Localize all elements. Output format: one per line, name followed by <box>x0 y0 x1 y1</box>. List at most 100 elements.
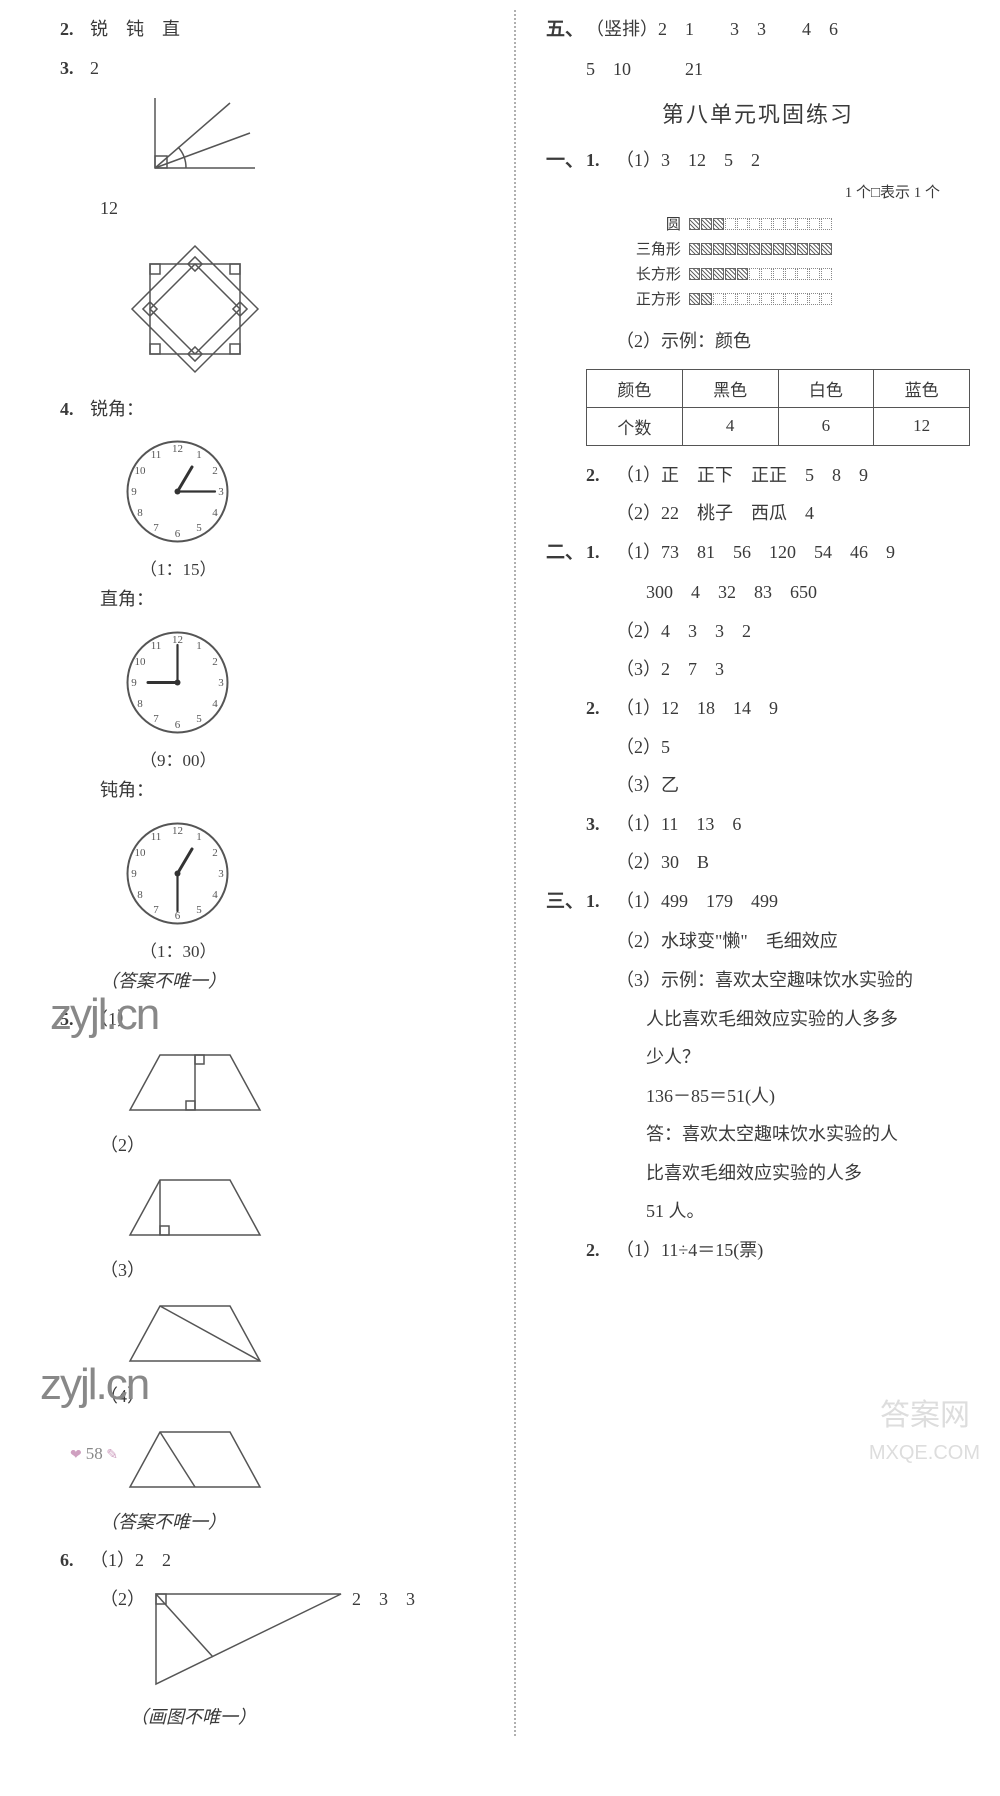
sub-label: （2） <box>100 1584 146 1615</box>
svg-text:7: 7 <box>153 522 159 534</box>
label: （竖排） <box>586 14 658 45</box>
svg-text:2: 2 <box>212 656 218 668</box>
svg-text:1: 1 <box>196 449 202 461</box>
answer-text: 2 3 3 <box>352 1584 415 1615</box>
answer-text: 少人？ <box>646 1042 700 1073</box>
label: 锐角： <box>90 394 484 425</box>
answer-text: （1）73 81 56 120 54 46 9 <box>616 537 970 568</box>
svg-text:10: 10 <box>135 465 147 477</box>
answer-text: （1）正 正下 正正 5 8 9 <box>616 460 970 491</box>
column-divider <box>514 10 516 1736</box>
trapezoid-1 <box>120 1045 484 1120</box>
note: （画图不唯一） <box>130 1702 256 1733</box>
svg-text:5: 5 <box>196 713 202 725</box>
svg-text:4: 4 <box>212 698 218 710</box>
table-cell: 4 <box>682 407 778 445</box>
item-number: 6. <box>60 1545 90 1576</box>
clock-obtuse: 1212 345 678 91011 <box>120 816 484 931</box>
answer-text: （3）2 7 3 <box>616 654 724 685</box>
figure-rays <box>120 93 484 183</box>
table-header: 颜色 <box>587 369 683 407</box>
item-number: 3. <box>586 809 616 840</box>
row-label: 圆 <box>588 212 684 235</box>
svg-text:11: 11 <box>151 640 162 652</box>
trapezoid-2 <box>120 1170 484 1245</box>
caption: （1：15） <box>140 555 484 580</box>
label: 钝角： <box>100 775 154 806</box>
item-number: 5. <box>60 1004 90 1035</box>
row-label: 三角形 <box>588 237 684 260</box>
table-cell: 12 <box>874 407 970 445</box>
right-column: 五、 （竖排） 2 1 3 3 4 6 5 10 21 第八单元巩固练习 一、 … <box>546 10 970 1736</box>
tally-row <box>686 287 968 310</box>
section-number: 五、 <box>546 14 586 46</box>
answer-text: 2 1 3 3 4 6 <box>658 14 838 45</box>
clock-right: 1212 345 678 91011 <box>120 625 484 740</box>
answer-text: 12 <box>100 193 118 224</box>
svg-text:7: 7 <box>153 904 159 916</box>
answer-text: 51 人。 <box>646 1196 705 1227</box>
svg-text:3: 3 <box>218 868 224 880</box>
svg-text:3: 3 <box>218 677 224 689</box>
table-cell: 6 <box>778 407 874 445</box>
svg-text:12: 12 <box>172 825 183 837</box>
table-header: 黑色 <box>682 369 778 407</box>
answer-text: （1）499 179 499 <box>616 886 970 917</box>
sub-label: （2） <box>100 1130 145 1161</box>
svg-text:1: 1 <box>196 831 202 843</box>
svg-text:5: 5 <box>196 522 202 534</box>
caption: （9：00） <box>140 746 484 771</box>
table-cell: 个数 <box>587 407 683 445</box>
page-number: 58 <box>70 1444 118 1464</box>
svg-text:8: 8 <box>137 889 143 901</box>
tally-row <box>686 237 968 260</box>
figure-square-pattern <box>120 234 484 384</box>
svg-text:6: 6 <box>175 719 181 731</box>
svg-text:2: 2 <box>212 847 218 859</box>
table-header: 白色 <box>778 369 874 407</box>
svg-text:2: 2 <box>212 465 218 477</box>
answer-text: （1）12 18 14 9 <box>616 693 970 724</box>
svg-text:4: 4 <box>212 889 218 901</box>
answer-text: （1）11 13 6 <box>616 809 970 840</box>
item-number: 2. <box>60 14 90 45</box>
answer-text: （2）30 B <box>616 847 709 878</box>
svg-text:9: 9 <box>131 486 137 498</box>
clock-acute: 1212 345 678 91011 <box>120 434 484 549</box>
answer-text: 人比喜欢毛细效应实验的人多多 <box>646 1004 898 1035</box>
answer-text: （2）4 3 3 2 <box>616 616 751 647</box>
sub-label: （4） <box>100 1381 145 1412</box>
item-number: 1. <box>586 537 616 568</box>
section-number: 二、 <box>546 537 586 569</box>
sub-label: （1） <box>90 1004 135 1035</box>
trapezoid-3 <box>120 1296 484 1371</box>
item-number: 4. <box>60 394 90 425</box>
item-number: 2. <box>586 1235 616 1266</box>
svg-text:8: 8 <box>137 507 143 519</box>
svg-text:1: 1 <box>196 640 202 652</box>
color-table: 颜色 黑色 白色 蓝色 个数 4 6 12 <box>586 369 970 446</box>
answer-text: （2）5 <box>616 732 670 763</box>
svg-text:7: 7 <box>153 713 159 725</box>
answer-text: 答：喜欢太空趣味饮水实验的人 <box>646 1119 898 1150</box>
answer-text: （2）水球变"懒" 毛细效应 <box>616 926 838 957</box>
item-number: 2. <box>586 460 616 491</box>
answer-text: 比喜欢毛细效应实验的人多 <box>646 1158 862 1189</box>
svg-text:9: 9 <box>131 677 137 689</box>
svg-text:8: 8 <box>137 698 143 710</box>
item-number: 1. <box>586 145 616 176</box>
note: （答案不唯一） <box>100 1507 226 1538</box>
tally-chart: 圆 三角形 长方形 正方形 <box>586 210 970 312</box>
answer-text: （1）2 2 <box>90 1545 484 1576</box>
answer-text: 300 4 32 83 650 <box>646 577 817 608</box>
answer-text: （2）22 桃子 西瓜 4 <box>616 498 814 529</box>
tally-row <box>686 212 968 235</box>
item-number: 2. <box>586 693 616 724</box>
svg-text:11: 11 <box>151 831 162 843</box>
trapezoid-4 <box>120 1422 484 1497</box>
svg-text:11: 11 <box>151 449 162 461</box>
svg-text:6: 6 <box>175 528 181 540</box>
note: （答案不唯一） <box>100 966 226 997</box>
unit-title: 第八单元巩固练习 <box>546 97 970 129</box>
label: 直角： <box>100 584 154 615</box>
